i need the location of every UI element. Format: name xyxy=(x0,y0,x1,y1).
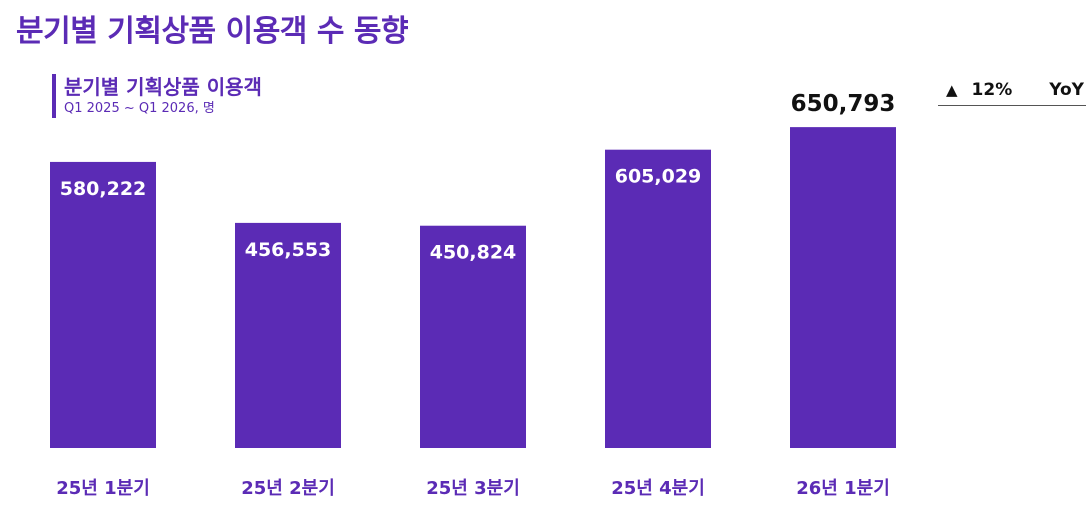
chart-subtitle: Q1 2025 ~ Q1 2026, 명 xyxy=(64,101,215,116)
category-label-4: 26년 1분기 xyxy=(796,478,890,499)
bar-value-label-4: 650,793 xyxy=(791,91,896,117)
bar-2 xyxy=(420,225,526,448)
bar-1 xyxy=(235,222,341,448)
category-label-3: 25년 4분기 xyxy=(611,478,705,499)
bar-value-label-1: 456,553 xyxy=(245,239,332,261)
chart-header: 분기별 기획상품 이용객 Q1 2025 ~ Q1 2026, 명 xyxy=(52,74,262,118)
category-label-0: 25년 1분기 xyxy=(56,478,150,499)
category-label-2: 25년 3분기 xyxy=(426,478,520,499)
up-triangle-icon: ▲ xyxy=(946,81,958,99)
bar-0 xyxy=(50,161,156,448)
yoy-label: YoY xyxy=(1049,80,1084,100)
bar-4 xyxy=(790,127,896,448)
bar-value-label-0: 580,222 xyxy=(60,178,147,200)
bar-value-label-3: 605,029 xyxy=(615,166,702,188)
bar-value-label-2: 450,824 xyxy=(430,242,517,264)
yoy-indicator: ▲ 12% YoY xyxy=(938,80,1086,106)
chart-title: 분기별 기획상품 이용객 xyxy=(64,75,262,99)
bar-3 xyxy=(605,149,711,449)
page-title: 분기별 기획상품 이용객 수 동향 xyxy=(16,14,409,49)
yoy-change: 12% xyxy=(971,80,1013,100)
category-label-1: 25년 2분기 xyxy=(241,478,335,499)
